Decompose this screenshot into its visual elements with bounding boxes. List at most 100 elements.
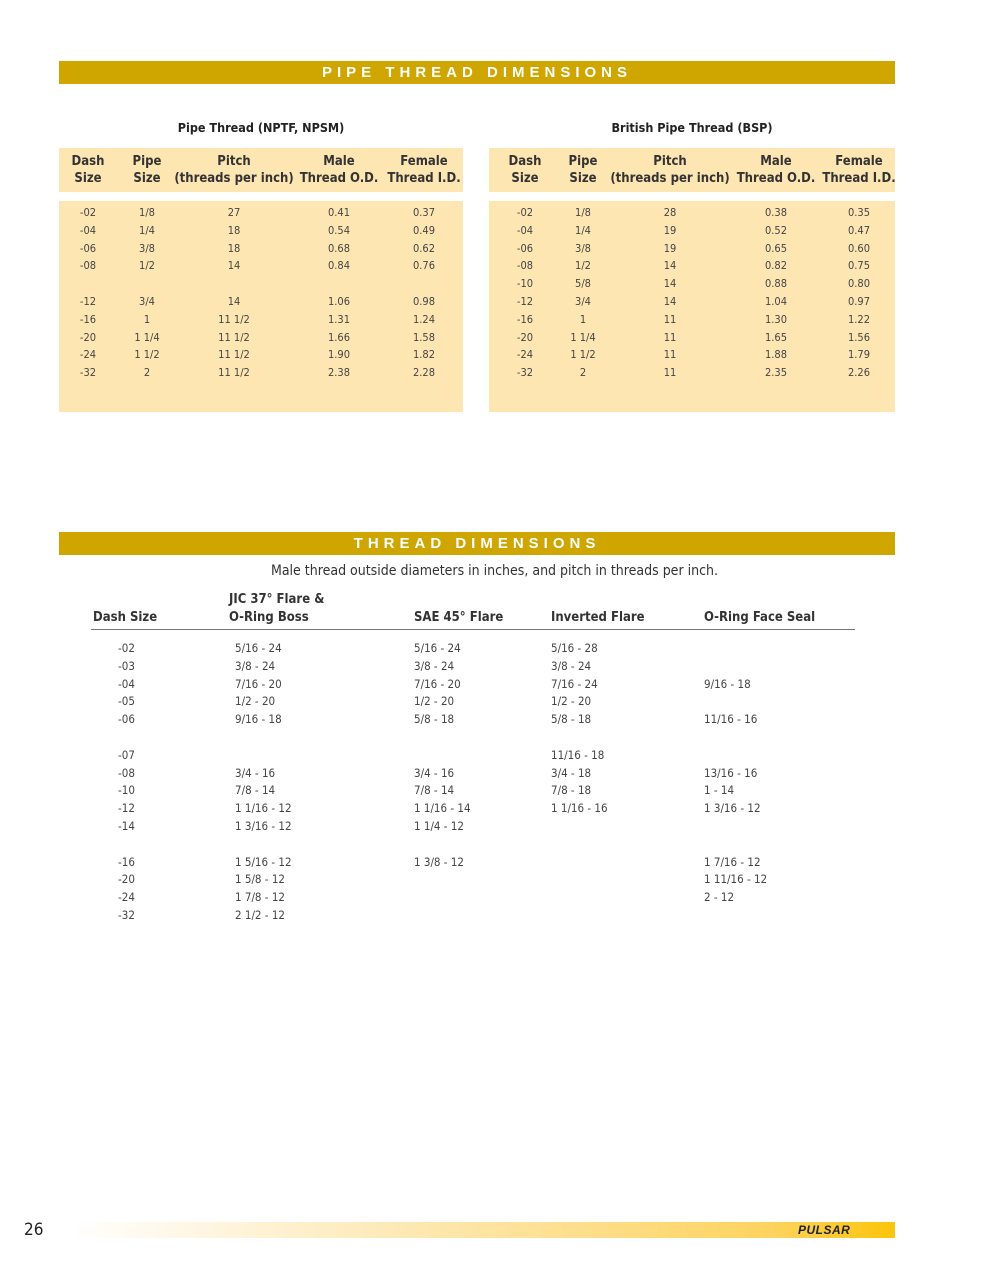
table-cell: 2.26 [847, 366, 871, 380]
table-cell: 11 [663, 348, 677, 362]
column-header: JIC 37° Flare & O-Ring Boss [229, 592, 325, 625]
table-cell: -24 [118, 890, 135, 905]
table-cell: 11 1/2 [218, 366, 250, 380]
table-cell: 0.98 [412, 295, 436, 308]
table-cell: -14 [118, 819, 135, 833]
table-cell: -04 [79, 223, 97, 237]
table-cell: 5/8 - 18 [551, 712, 592, 727]
table-cell: -02 [516, 206, 534, 219]
table-cell: 0.60 [847, 241, 871, 255]
table-cell: 3/8 - 24 [235, 658, 276, 673]
table-cell: 13/16 - 16 [704, 765, 758, 780]
table-cell: 5/16 - 24 [414, 641, 461, 655]
table-cell: 3/8 [139, 241, 155, 255]
table-cell: -08 [118, 765, 135, 780]
table-cell: -16 [79, 312, 97, 326]
table-cell: 1.65 [764, 330, 788, 344]
table-cell: 1.88 [764, 348, 788, 362]
table-cell: -10 [118, 783, 135, 798]
table-cell: 1 5/16 - 12 [235, 854, 292, 869]
table-cell: 11 1/2 [218, 348, 250, 362]
table-cell: 18 [227, 223, 241, 237]
table-cell: 2 1/2 - 12 [235, 908, 285, 922]
column-header: Pitch (threads per inch) [174, 154, 294, 186]
table-cell: 3/4 - 16 [235, 765, 276, 780]
table-cell: 5/16 - 24 [235, 641, 282, 655]
table-title: Pipe Thread (NPTF, NPSM) [177, 120, 345, 135]
table-cell: 1 1/16 - 16 [551, 801, 608, 816]
thread-dimensions-banner: THREAD DIMENSIONS [59, 532, 895, 555]
table-cell: 7/16 - 20 [414, 676, 461, 691]
column-header: Dash Size [71, 154, 105, 186]
table-cell: 0.65 [764, 241, 788, 255]
table-cell: 1 1/4 [134, 330, 160, 344]
header-divider [91, 629, 855, 630]
footer-gradient-bar [70, 1222, 895, 1238]
table-cell: 2 [579, 366, 587, 380]
table-cell: 7/8 - 14 [235, 783, 276, 798]
table-cell: 3/4 - 18 [551, 765, 592, 780]
table-cell: 28 [663, 206, 677, 219]
pipe-thread-banner: PIPE THREAD DIMENSIONS [59, 61, 895, 84]
table-cell: 1.66 [327, 330, 351, 344]
table-cell: 1/2 - 20 [551, 694, 592, 709]
table-cell: 0.80 [847, 277, 871, 291]
column-header: Female Thread I.D. [822, 154, 896, 186]
table-cell: 1/4 [139, 223, 155, 237]
table-cell: 1 1/16 - 14 [414, 801, 471, 816]
table-cell: 14 [663, 259, 677, 273]
table-cell: 1/2 [575, 259, 591, 273]
table-cell: 1/2 - 20 [414, 694, 455, 709]
table-cell: 1/2 - 20 [235, 694, 276, 709]
table-cell: 1 11/16 - 12 [704, 872, 768, 887]
table-cell: 3/8 - 24 [414, 658, 455, 673]
table-cell: 1.58 [412, 330, 436, 344]
table-cell: 3/4 [139, 295, 155, 308]
table-cell: 1 [579, 312, 587, 326]
table-cell: -12 [79, 295, 97, 308]
table-cell: 11 [663, 312, 677, 326]
page-number: 26 [24, 1220, 44, 1240]
table-cell: 7/8 - 14 [414, 783, 455, 798]
table-cell: -06 [118, 712, 135, 727]
table-cell: 14 [227, 259, 241, 273]
table-cell: 1 [143, 312, 151, 326]
table-header-bg [59, 148, 463, 192]
table-cell: 0.88 [764, 277, 788, 291]
table-cell: 7/16 - 20 [235, 676, 282, 691]
table-cell: -04 [516, 223, 534, 237]
table-cell: -20 [118, 872, 135, 887]
table-cell: -08 [516, 259, 534, 273]
table-cell: 0.76 [412, 259, 436, 273]
table-header-bg [489, 148, 895, 192]
column-header: Inverted Flare [551, 610, 645, 625]
table-cell: 1.82 [412, 348, 436, 362]
table-cell: 1 5/8 - 12 [235, 872, 285, 887]
table-cell: 1 1/4 - 12 [414, 819, 464, 833]
table-cell: 14 [227, 295, 241, 308]
column-header: Female Thread I.D. [387, 154, 461, 186]
column-header: Male Thread O.D. [299, 154, 379, 186]
table-cell: 7/8 - 18 [551, 783, 592, 798]
table-cell: -32 [516, 366, 534, 380]
table-cell: 1 7/8 - 12 [235, 890, 285, 905]
table-cell: -16 [516, 312, 534, 326]
table-cell: 19 [663, 241, 677, 255]
table-cell: -02 [79, 206, 97, 219]
column-header: Pitch (threads per inch) [610, 154, 730, 186]
table-cell: 5/8 - 18 [414, 712, 455, 727]
table-cell: 1 7/16 - 12 [704, 854, 761, 869]
table-cell: 1.79 [847, 348, 871, 362]
table-cell: -05 [118, 694, 135, 709]
table-cell: -16 [118, 854, 135, 869]
table-cell: 3/4 - 16 [414, 765, 455, 780]
table-cell: -12 [118, 801, 135, 816]
table-cell: -10 [516, 277, 534, 291]
table-cell: 1.31 [327, 312, 351, 326]
table-cell: 1/8 [139, 206, 155, 219]
table-cell: -24 [516, 348, 534, 362]
table-cell: -32 [118, 908, 135, 922]
table-cell: 0.62 [412, 241, 436, 255]
table-cell: -03 [118, 658, 135, 673]
column-header: Pipe Size [568, 154, 598, 186]
